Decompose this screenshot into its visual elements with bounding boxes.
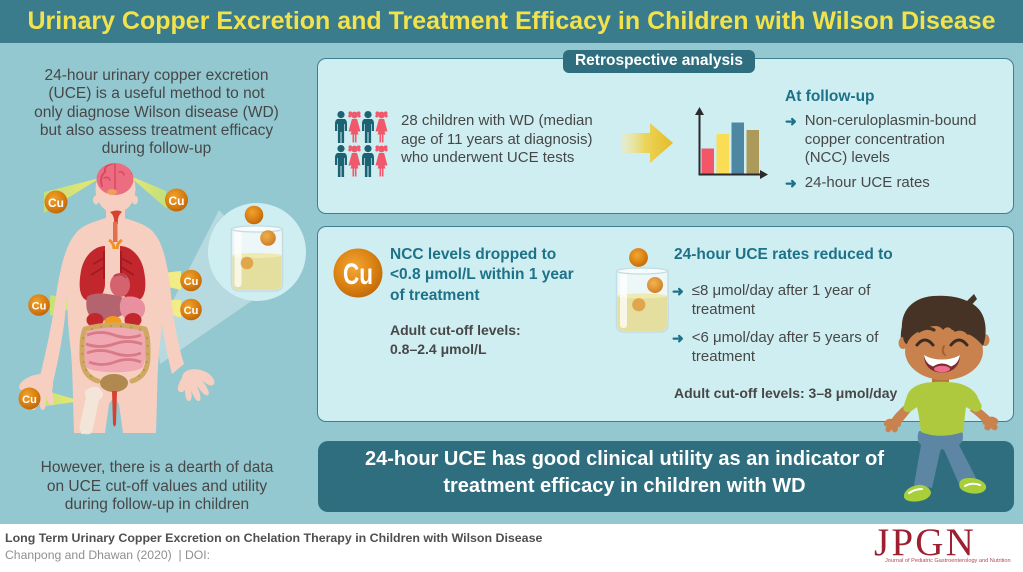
svg-text:Cu: Cu [22, 394, 37, 406]
svg-text:Cu: Cu [343, 258, 373, 291]
svg-text:Cu: Cu [184, 305, 199, 317]
svg-text:Cu: Cu [184, 276, 199, 288]
svg-text:Cu: Cu [169, 194, 185, 208]
svg-text:Cu: Cu [48, 196, 64, 210]
svg-text:Cu: Cu [32, 301, 47, 313]
